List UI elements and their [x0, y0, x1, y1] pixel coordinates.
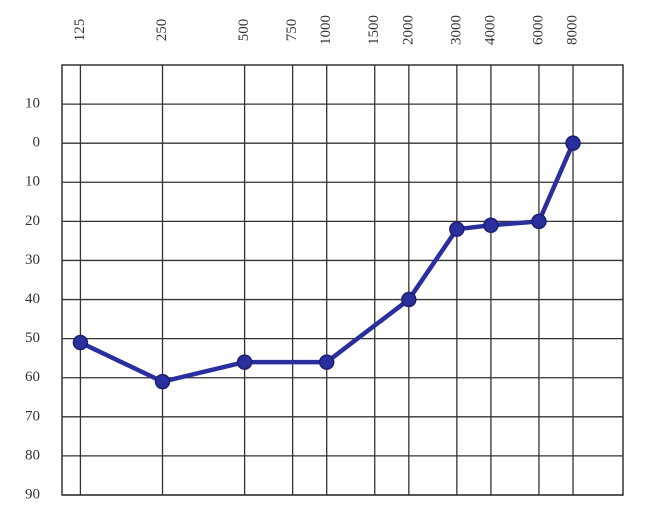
point: [531, 213, 547, 230]
point: [154, 373, 171, 390]
y-tick-label: 40: [25, 291, 40, 307]
x-tick-label: 750: [284, 19, 300, 42]
y-tick-label: 60: [25, 369, 40, 385]
y-tick-label: 10: [25, 96, 40, 112]
x-tick-label: 1000: [318, 15, 334, 45]
x-tick-label: 8000: [564, 15, 580, 45]
x-tick-label: 3000: [448, 15, 464, 45]
point: [449, 221, 465, 237]
y-tick-label: 80: [25, 447, 40, 463]
x-tick-label: 125: [72, 19, 88, 42]
y-tick-label: 30: [25, 252, 40, 268]
x-tick-label: 2000: [400, 15, 416, 45]
y-tick-label: 0: [33, 135, 41, 151]
y-tick-label: 10: [25, 174, 40, 190]
point: [236, 354, 253, 370]
point: [565, 135, 581, 151]
x-tick-label: 250: [154, 19, 170, 42]
point: [483, 217, 499, 234]
y-tick-label: 90: [25, 486, 40, 502]
x-tick-label: 4000: [482, 15, 498, 45]
point: [72, 334, 89, 351]
x-tick-label: 6000: [530, 15, 546, 45]
x-tick-label: 500: [236, 19, 252, 42]
point: [318, 354, 335, 370]
point: [401, 291, 417, 308]
x-tick-label: 1500: [366, 15, 382, 45]
y-tick-label: 50: [25, 330, 40, 346]
y-tick-label: 70: [25, 408, 40, 424]
y-tick-label: 20: [25, 213, 40, 229]
